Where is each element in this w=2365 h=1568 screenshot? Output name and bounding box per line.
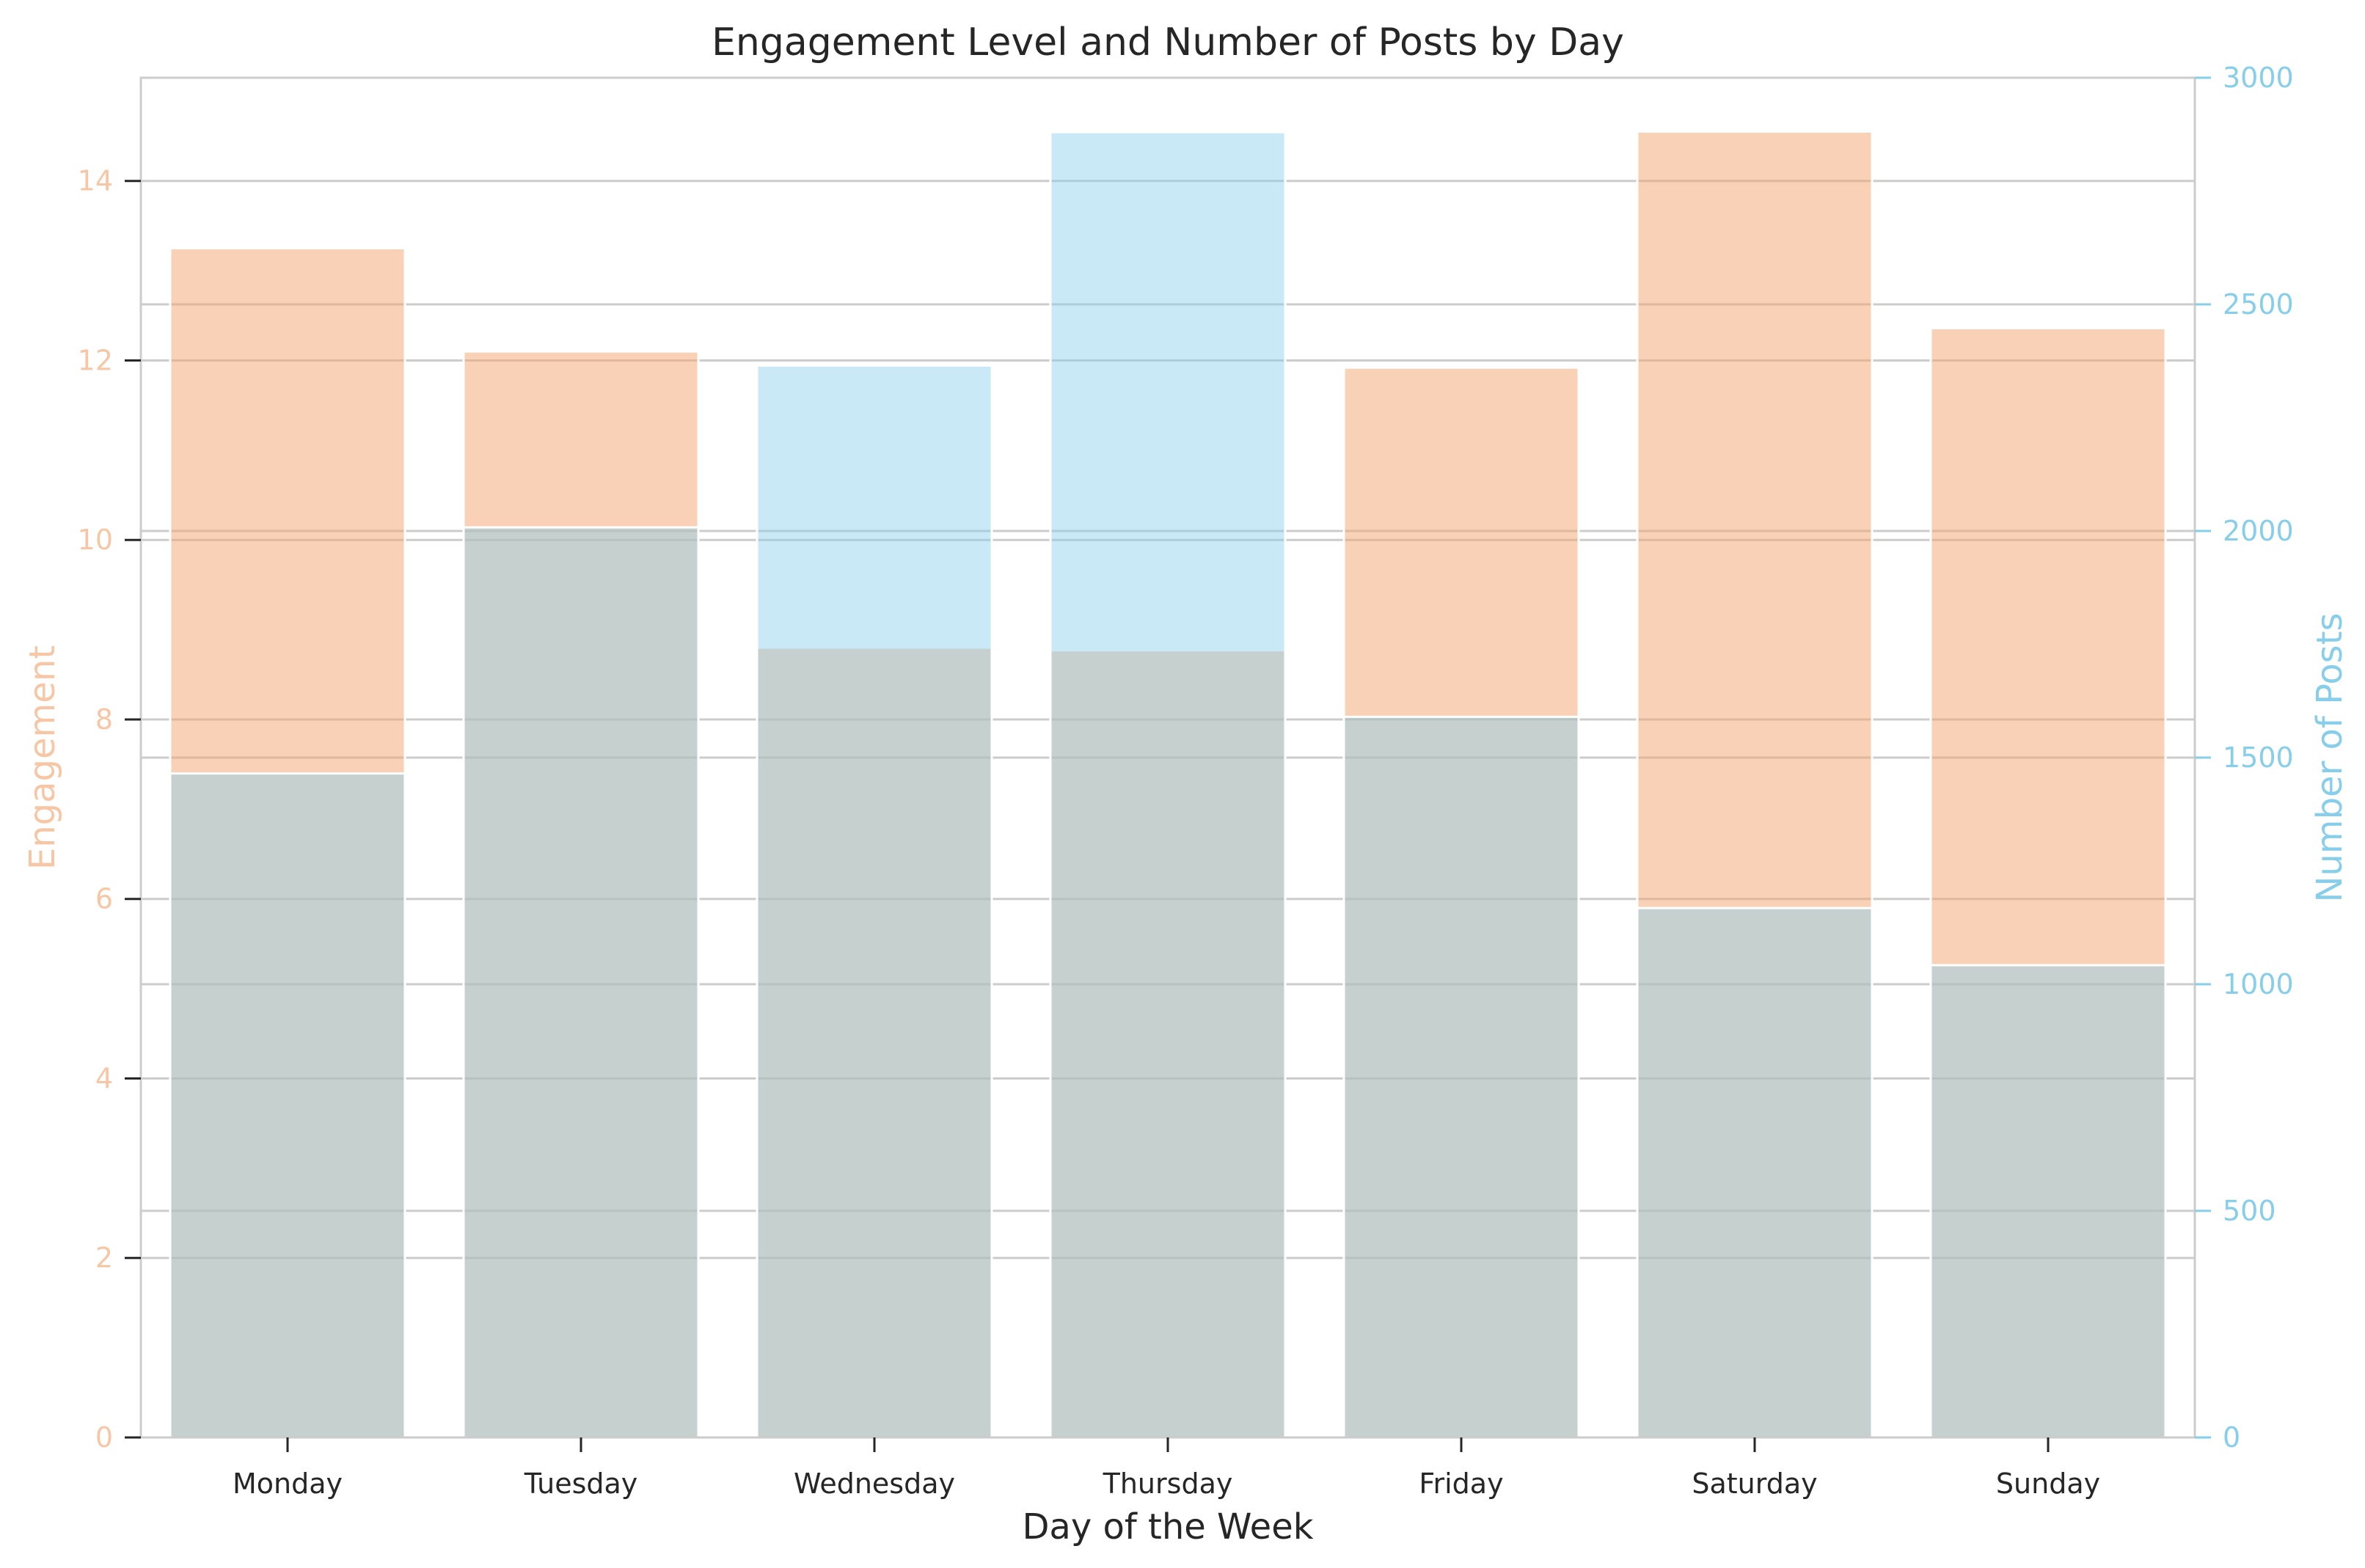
engagement-bar-sunday (1929, 326, 2167, 1439)
x-tick-label-sunday: Sunday (1996, 1468, 2100, 1500)
engagement-bar-wednesday (756, 646, 993, 1439)
posts-bar-wednesday (756, 364, 993, 1439)
right-tick-label: 1500 (2223, 741, 2294, 774)
left-tick-label: 2 (95, 1242, 113, 1274)
left-axis-ticks: 0 2 4 6 8 10 12 14 (78, 165, 141, 1454)
right-axis-label: Number of Posts (2309, 612, 2350, 902)
right-tick-label: 0 (2223, 1421, 2240, 1454)
left-tick-label: 12 (78, 344, 113, 376)
left-axis-label: Engagement (22, 645, 63, 870)
posts-bar-tuesday (462, 526, 700, 1439)
x-tick-label-tuesday: Tuesday (524, 1468, 638, 1500)
x-axis-ticks: Monday Tuesday Wednesday Thursday Friday Satu… (233, 1437, 2100, 1500)
right-tick-label: 1000 (2223, 968, 2294, 1000)
right-tick-label: 500 (2223, 1195, 2276, 1227)
right-tick-label: 2500 (2223, 288, 2294, 320)
left-tick-label: 8 (95, 703, 113, 736)
posts-bar-monday (169, 772, 406, 1439)
engagement-bar-friday (1342, 366, 1580, 1439)
chart-title: Engagement Level and Number of Posts by … (712, 21, 1624, 65)
x-tick-label-monday: Monday (233, 1468, 343, 1500)
left-tick-label: 0 (95, 1421, 113, 1454)
engagement-bar-saturday (1636, 130, 1874, 1439)
x-axis-label: Day of the Week (1022, 1506, 1313, 1547)
right-tick-label: 2000 (2223, 515, 2294, 547)
posts-bar-friday (1342, 715, 1580, 1439)
posts-bar-thursday (1049, 131, 1287, 1439)
engagement-bar-thursday (1049, 649, 1287, 1439)
left-tick-label: 14 (78, 165, 113, 197)
x-tick-label-friday: Friday (1419, 1468, 1503, 1500)
posts-bar-saturday (1636, 906, 1874, 1439)
right-axis-ticks: 0 500 1000 1500 2000 2500 3000 (2195, 62, 2294, 1454)
x-tick-label-thursday: Thursday (1103, 1468, 1233, 1500)
left-tick-label: 4 (95, 1062, 113, 1094)
left-tick-label: 6 (95, 883, 113, 915)
right-tick-label: 3000 (2223, 62, 2294, 94)
left-tick-label: 10 (78, 524, 113, 556)
engagement-bar-monday (169, 247, 406, 1439)
posts-bars (169, 131, 2167, 1439)
x-tick-label-saturday: Saturday (1692, 1468, 1817, 1500)
x-tick-label-wednesday: Wednesday (794, 1468, 955, 1500)
posts-bar-sunday (1929, 964, 2167, 1439)
